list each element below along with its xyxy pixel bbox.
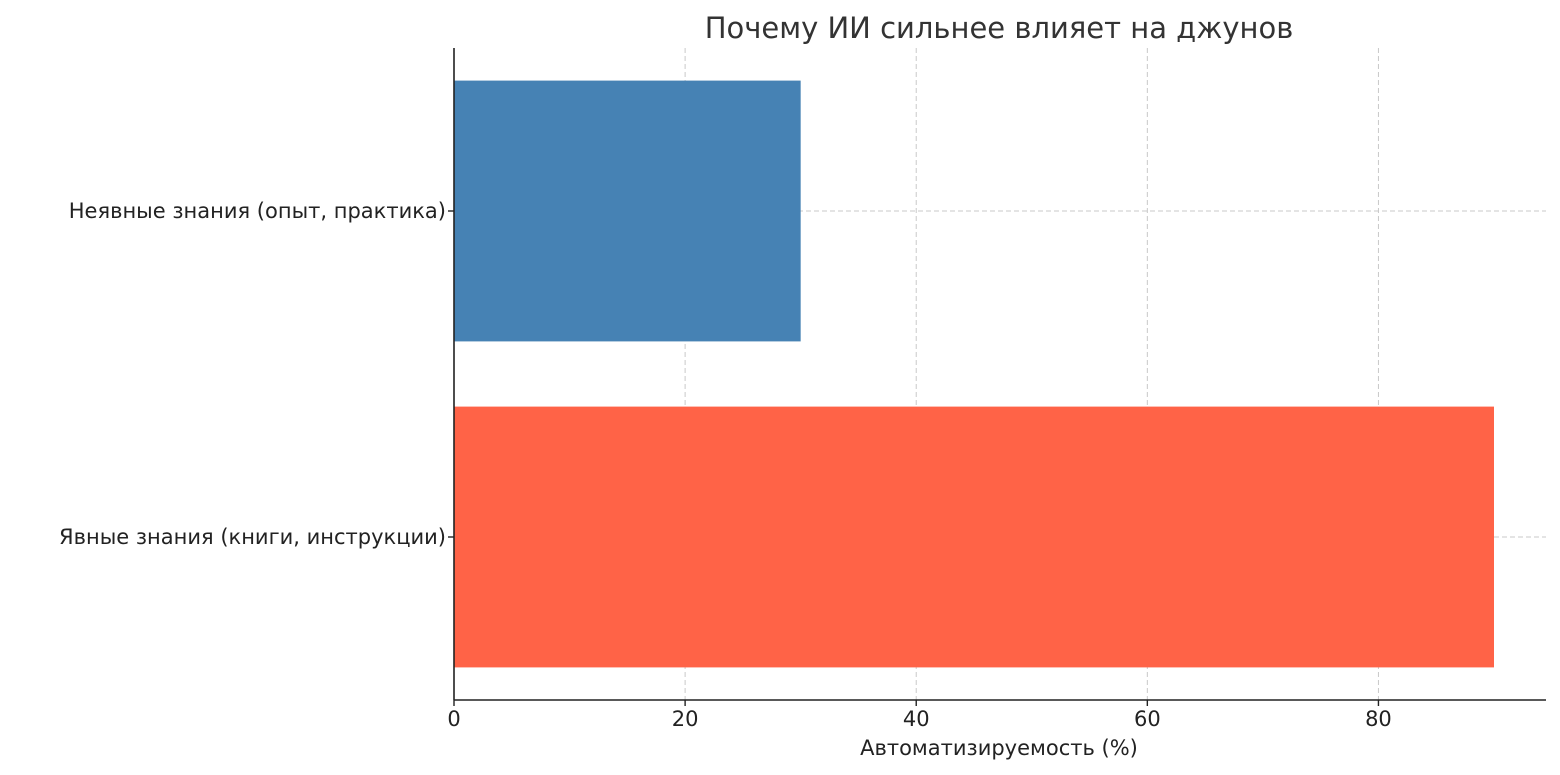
x-axis-ticks: 0 20 40 60 80 — [447, 700, 1392, 731]
bar — [454, 406, 1494, 668]
y-tick-label: Неявные знания (опыт, практика) — [69, 199, 446, 223]
x-tick-label: 40 — [903, 707, 930, 731]
x-tick-label: 20 — [672, 707, 699, 731]
x-tick-label: 0 — [447, 707, 460, 731]
x-tick-label: 60 — [1134, 707, 1161, 731]
y-tick-label: Явные знания (книги, инструкции) — [59, 525, 446, 549]
x-axis-title: Автоматизируемость (%) — [860, 736, 1138, 760]
y-axis-ticks: Явные знания (книги, инструкции) Неявные … — [59, 199, 454, 549]
chart-title: Почему ИИ сильнее влияет на джунов — [705, 11, 1294, 45]
axes — [453, 48, 1546, 701]
bars — [454, 80, 1494, 668]
bar — [454, 80, 801, 342]
x-tick-label: 80 — [1365, 707, 1392, 731]
